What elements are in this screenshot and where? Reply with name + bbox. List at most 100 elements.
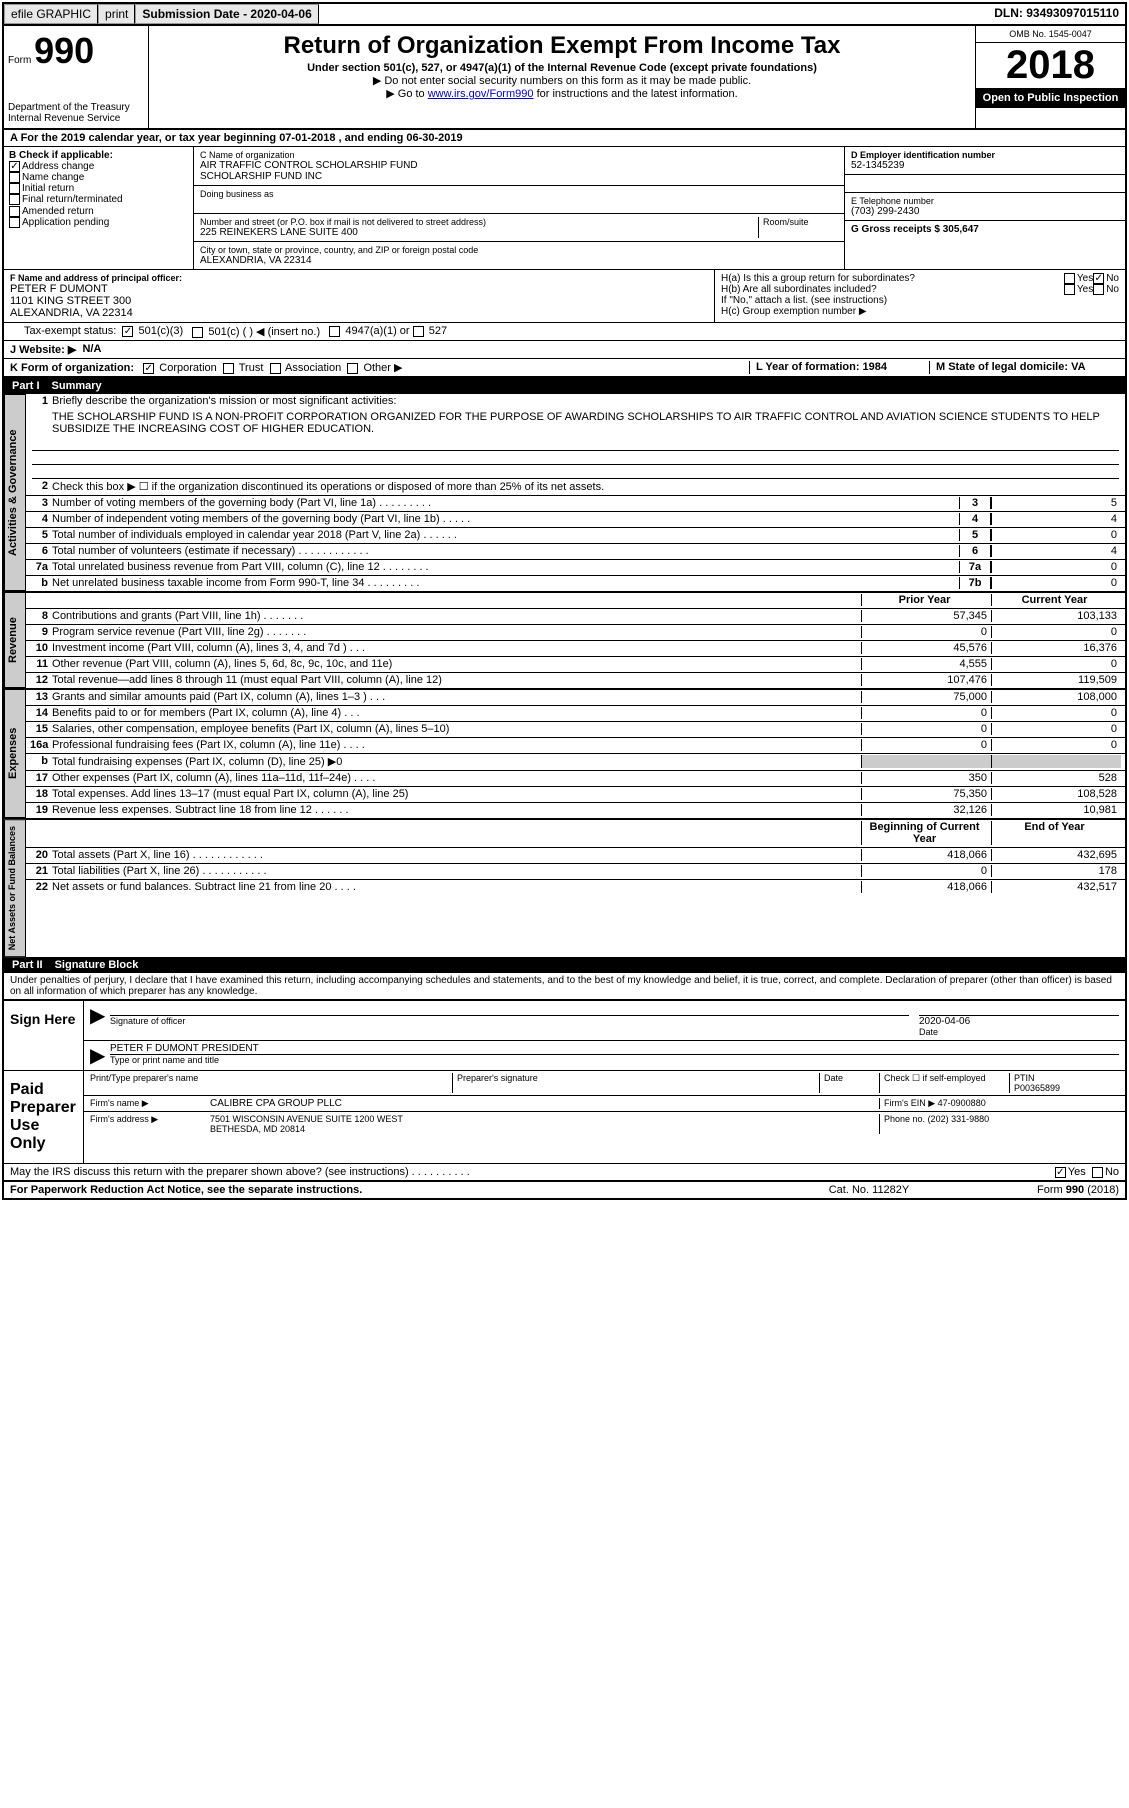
pra-notice: For Paperwork Reduction Act Notice, see … xyxy=(10,1184,769,1196)
dba-label: Doing business as xyxy=(200,189,838,199)
prep-sig-label: Preparer's signature xyxy=(452,1073,819,1093)
ha-label: H(a) Is this a group return for subordin… xyxy=(721,273,1064,284)
table-row: 17Other expenses (Part IX, column (A), l… xyxy=(26,770,1125,786)
row-f: F Name and address of principal officer:… xyxy=(4,270,715,322)
website-label: J Website: ▶ xyxy=(10,343,76,356)
officer-addr1: 1101 KING STREET 300 xyxy=(10,295,708,307)
firm-ein-label: Firm's EIN ▶ xyxy=(884,1098,935,1108)
part2-num: Part II xyxy=(12,959,43,971)
sign-here-label: Sign Here xyxy=(4,1001,84,1070)
opt-3: 527 xyxy=(429,325,447,337)
state-domicile: M State of legal domicile: VA xyxy=(929,361,1119,374)
table-row: 21Total liabilities (Part X, line 26) . … xyxy=(26,863,1125,879)
tax-status-label: Tax-exempt status: xyxy=(24,325,116,338)
cb-other[interactable]: Other ▶ xyxy=(347,362,402,374)
blank-line-2 xyxy=(32,451,1119,465)
vtab-net: Net Assets or Fund Balances xyxy=(4,819,26,957)
table-row: 3Number of voting members of the governi… xyxy=(26,495,1125,511)
cb-label-5: Application pending xyxy=(22,217,109,228)
hb-yes[interactable]: Yes xyxy=(1064,284,1093,295)
yes-1: Yes xyxy=(1077,273,1093,284)
tax-year: 2018 xyxy=(976,43,1125,88)
form-number: 990 xyxy=(34,30,94,71)
discuss-yes[interactable]: ✓Yes xyxy=(1055,1166,1086,1178)
cb-app-pending[interactable]: Application pending xyxy=(9,217,188,228)
firm-addr: 7501 WISCONSIN AVENUE SUITE 1200 WEST BE… xyxy=(210,1114,879,1134)
ein: 52-1345239 xyxy=(851,160,1119,171)
table-row: 8Contributions and grants (Part VIII, li… xyxy=(26,608,1125,624)
hdr-end: End of Year xyxy=(991,821,1121,845)
submission-date: Submission Date - 2020-04-06 xyxy=(135,4,318,24)
kopt-0: Corporation xyxy=(159,362,216,374)
page-footer: For Paperwork Reduction Act Notice, see … xyxy=(4,1180,1125,1198)
cb-initial-return[interactable]: Initial return xyxy=(9,183,188,194)
l1-label: Briefly describe the organization's miss… xyxy=(52,395,1121,408)
hb-label: H(b) Are all subordinates included? xyxy=(721,284,1064,295)
table-row: 11Other revenue (Part VIII, column (A), … xyxy=(26,656,1125,672)
irs-link[interactable]: www.irs.gov/Form990 xyxy=(428,88,534,100)
section-revenue: Revenue Prior Year Current Year 8Contrib… xyxy=(4,592,1125,688)
kopt-2: Association xyxy=(285,362,341,374)
table-row: 19Revenue less expenses. Subtract line 1… xyxy=(26,802,1125,818)
penalty-text: Under penalties of perjury, I declare th… xyxy=(4,973,1125,999)
cb-assoc[interactable]: Association xyxy=(270,362,342,374)
cb-address-change[interactable]: ✓Address change xyxy=(9,161,188,172)
cb-final-return[interactable]: Final return/terminated xyxy=(9,194,188,205)
sig-officer-label: Signature of officer xyxy=(110,1016,185,1026)
firm-addr-label: Firm's address ▶ xyxy=(90,1114,210,1134)
header-right: OMB No. 1545-0047 2018 Open to Public In… xyxy=(975,26,1125,128)
table-row: bTotal fundraising expenses (Part IX, co… xyxy=(26,753,1125,770)
prep-name-label: Print/Type preparer's name xyxy=(90,1073,452,1093)
signature-block: Sign Here ▶ Signature of officer 2020-04… xyxy=(4,999,1125,1180)
dln: DLN: 93493097015110 xyxy=(988,4,1125,24)
officer-addr2: ALEXANDRIA, VA 22314 xyxy=(10,307,708,319)
public-inspection: Open to Public Inspection xyxy=(976,88,1125,108)
part1-num: Part I xyxy=(12,380,40,392)
hdr-beg: Beginning of Current Year xyxy=(861,821,991,845)
ha-no[interactable]: ✓No xyxy=(1093,273,1119,284)
table-row: 14Benefits paid to or for members (Part … xyxy=(26,705,1125,721)
header-center: Return of Organization Exempt From Incom… xyxy=(149,26,975,128)
table-row: 7aTotal unrelated business revenue from … xyxy=(26,559,1125,575)
cb-label-1: Name change xyxy=(22,172,84,183)
check-se[interactable]: Check ☐ if self-employed xyxy=(879,1073,1009,1093)
print-button[interactable]: print xyxy=(98,4,135,24)
hc-label: H(c) Group exemption number ▶ xyxy=(721,306,1119,317)
cb-527[interactable]: 527 xyxy=(413,325,447,338)
cb-4947[interactable]: 4947(a)(1) or xyxy=(329,325,409,338)
table-row: 10Investment income (Part VIII, column (… xyxy=(26,640,1125,656)
opt-2: 4947(a)(1) or xyxy=(345,325,409,337)
sig-date: 2020-04-06 xyxy=(919,1016,1119,1027)
ein-label: D Employer identification number xyxy=(851,150,1119,160)
cat-no: Cat. No. 11282Y xyxy=(769,1184,969,1196)
phone-label: Phone no. xyxy=(884,1114,925,1124)
opt-1: 501(c) ( ) ◀ (insert no.) xyxy=(208,326,320,338)
kopt-1: Trust xyxy=(239,362,264,374)
vtab-revenue: Revenue xyxy=(4,592,26,688)
table-row: 12Total revenue—add lines 8 through 11 (… xyxy=(26,672,1125,688)
note-ssn: ▶ Do not enter social security numbers o… xyxy=(153,74,971,87)
ptin: P00365899 xyxy=(1014,1083,1119,1093)
hb-no[interactable]: No xyxy=(1093,284,1119,295)
cb-label-2: Initial return xyxy=(22,183,74,194)
telephone: (703) 299-2430 xyxy=(851,206,1119,217)
firm-name: CALIBRE CPA GROUP PLLC xyxy=(210,1098,879,1109)
row-k: K Form of organization: ✓ Corporation Tr… xyxy=(4,359,1125,378)
cb-name-change[interactable]: Name change xyxy=(9,172,188,183)
table-row: 9Program service revenue (Part VIII, lin… xyxy=(26,624,1125,640)
mission-text: THE SCHOLARSHIP FUND IS A NON-PROFIT COR… xyxy=(52,411,1121,435)
cb-501c[interactable]: 501(c) ( ) ◀ (insert no.) xyxy=(192,325,320,338)
form-word: Form xyxy=(8,55,31,66)
officer-name: PETER F DUMONT xyxy=(10,283,708,295)
cb-corp[interactable]: ✓ Corporation xyxy=(143,362,217,374)
ptin-label: PTIN xyxy=(1014,1073,1119,1083)
paid-preparer-label: Paid Preparer Use Only xyxy=(4,1071,84,1163)
vtab-expenses: Expenses xyxy=(4,689,26,818)
cb-amended[interactable]: Amended return xyxy=(9,206,188,217)
org-address: 225 REINEKERS LANE SUITE 400 xyxy=(200,227,758,238)
cb-trust[interactable]: Trust xyxy=(223,362,264,374)
discuss-no[interactable]: No xyxy=(1092,1166,1119,1178)
ha-yes[interactable]: Yes xyxy=(1064,273,1093,284)
cb-501c3[interactable]: ✓ 501(c)(3) xyxy=(122,325,183,338)
form-ref: Form 990 (2018) xyxy=(969,1184,1119,1196)
